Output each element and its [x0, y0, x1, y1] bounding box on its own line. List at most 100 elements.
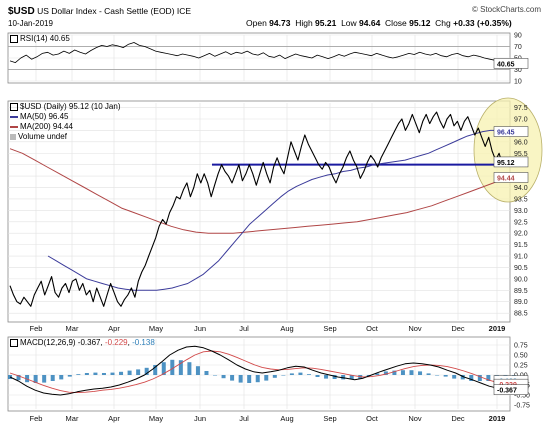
- exchange: ICE: [176, 6, 192, 16]
- macd-histogram-bar: [170, 359, 175, 375]
- ma50-value-tag: 96.45: [497, 130, 515, 137]
- macd-xtick-label: Mar: [66, 414, 79, 423]
- macd-histogram-bar: [153, 365, 158, 375]
- ohlc-summary: Open 94.73 High 95.21 Low 94.64 Close 95…: [246, 18, 512, 28]
- macd-histogram-bar: [375, 373, 380, 375]
- price-legend-ma50: MA(50) 96.45: [10, 112, 68, 121]
- ma50-line: [47, 129, 507, 291]
- grid-layer: [8, 34, 510, 409]
- price-ytick-label: 91.5: [514, 242, 528, 249]
- ma200-value-tag: 94.44: [497, 175, 515, 182]
- macd-histogram-bar: [238, 375, 243, 383]
- price-panel-frame: [7, 100, 511, 323]
- price-ytick-label: 88.5: [514, 311, 528, 318]
- rsi-label: RSI(14) 40.65: [10, 34, 70, 43]
- macd-histogram-bar: [315, 375, 320, 377]
- macd-xtick-label: 2019: [489, 414, 506, 423]
- macd-histogram-bar: [409, 370, 414, 375]
- macd-histogram-bar: [230, 375, 235, 381]
- price-xtick-label: May: [149, 324, 163, 333]
- macd-histogram-bar: [460, 375, 465, 380]
- macd-histogram-bar: [187, 362, 192, 375]
- macd-histogram-bar: [341, 375, 346, 380]
- macd-histogram-bar: [298, 372, 303, 375]
- price-ytick-label: 95.5: [514, 151, 528, 158]
- brand-logo: © StockCharts.com: [472, 5, 542, 14]
- macd-label: MACD(12,26,9) -0.367, -0.229, -0.138: [10, 338, 155, 347]
- macd-histogram-bar: [101, 373, 106, 375]
- price-ytick-label: 93.5: [514, 196, 528, 203]
- macd-ytick-label: 0.25: [514, 363, 528, 370]
- price-xtick-label: 2019: [489, 324, 506, 333]
- low-value: 94.64: [359, 18, 381, 28]
- rsi-ytick-label: 70: [514, 44, 522, 51]
- macd-histogram-bar: [324, 375, 329, 379]
- price-xtick-label: Apr: [108, 324, 120, 333]
- macd-ytick-label: -0.75: [514, 403, 530, 410]
- macd-xtick-label: Aug: [280, 414, 293, 423]
- price-xtick-label: Jun: [194, 324, 206, 333]
- rsi-ytick-label: 90: [514, 33, 522, 40]
- macd-histogram-bar: [469, 375, 474, 381]
- price-xtick-label: Mar: [66, 324, 79, 333]
- macd-xtick-label: Feb: [30, 414, 43, 423]
- price-ytick-label: 96.0: [514, 139, 528, 146]
- instrument-name: US Dollar Index - Cash Settle (EOD): [37, 6, 175, 16]
- high-value: 95.21: [315, 18, 337, 28]
- price-ytick-label: 97.5: [514, 105, 528, 112]
- macd-histogram-bar: [59, 375, 64, 380]
- rsi-value-tag: 40.65: [497, 61, 515, 68]
- macd-histogram-bar: [119, 371, 124, 375]
- rsi-value-tag-box: [493, 58, 529, 69]
- macd-histogram-bar: [477, 375, 482, 381]
- macd-histogram-bar: [195, 366, 200, 375]
- close-value: 95.12: [409, 18, 431, 28]
- macd-histogram-bar: [50, 375, 55, 381]
- macd-histogram-bar: [25, 375, 30, 383]
- close-value-tag-box: [493, 156, 529, 168]
- macd-histogram-bar: [332, 375, 337, 379]
- macd-ytick-label: 0.50: [514, 353, 528, 360]
- macd-histogram-bar: [110, 372, 115, 375]
- price-line: [9, 111, 507, 307]
- macd-histogram-bar: [255, 375, 260, 383]
- series-layer: [8, 42, 516, 396]
- macd-xtick-label: Sep: [323, 414, 336, 423]
- rsi-ytick-label: 30: [514, 67, 522, 74]
- macd-value-tag-box: [493, 384, 529, 395]
- rsi-ytick-label: 10: [514, 79, 522, 86]
- macd-histogram-bar: [281, 375, 286, 376]
- price-xtick-label: Feb: [30, 324, 43, 333]
- chart-title: $USD US Dollar Index - Cash Settle (EOD)…: [8, 6, 191, 17]
- close-value-tag: 95.12: [497, 160, 515, 167]
- price-ytick-label: 92.5: [514, 219, 528, 226]
- macd-histogram-bar: [42, 375, 47, 383]
- rsi-line: [9, 42, 507, 64]
- macd-xtick-label: Apr: [108, 414, 120, 423]
- price-legend-symbol: $USD (Daily) 95.12 (10 Jan): [10, 102, 120, 111]
- price-xtick-label: Jul: [239, 324, 249, 333]
- macd-histogram-bar: [76, 374, 81, 375]
- price-legend-volume: Volume undef: [10, 132, 67, 141]
- ma50-value-tag-box: [493, 126, 529, 137]
- price-xtick-label: Nov: [408, 324, 422, 333]
- price-ytick-label: 89.0: [514, 299, 528, 306]
- macd-histogram-bar: [247, 375, 252, 383]
- price-ytick-label: 92.0: [514, 231, 528, 238]
- macd-ytick-label: -0.50: [514, 393, 530, 400]
- change-value: +0.33 (+0.35%): [453, 18, 512, 28]
- macd-histogram-bar: [443, 375, 448, 377]
- macd-histogram-bar: [204, 371, 209, 375]
- macd-xtick-label: Nov: [408, 414, 422, 423]
- macd-histogram-bar: [161, 362, 166, 375]
- macd-histogram-bar: [178, 360, 183, 375]
- macd-histogram-bar: [418, 371, 423, 375]
- macd-histogram-bar: [127, 370, 132, 375]
- macd-histogram-bar: [306, 374, 311, 375]
- price-xtick-label: Oct: [366, 324, 379, 333]
- price-ytick-label: 90.0: [514, 276, 528, 283]
- price-ytick-label: 93.0: [514, 208, 528, 215]
- macd-histogram-bar: [426, 373, 431, 375]
